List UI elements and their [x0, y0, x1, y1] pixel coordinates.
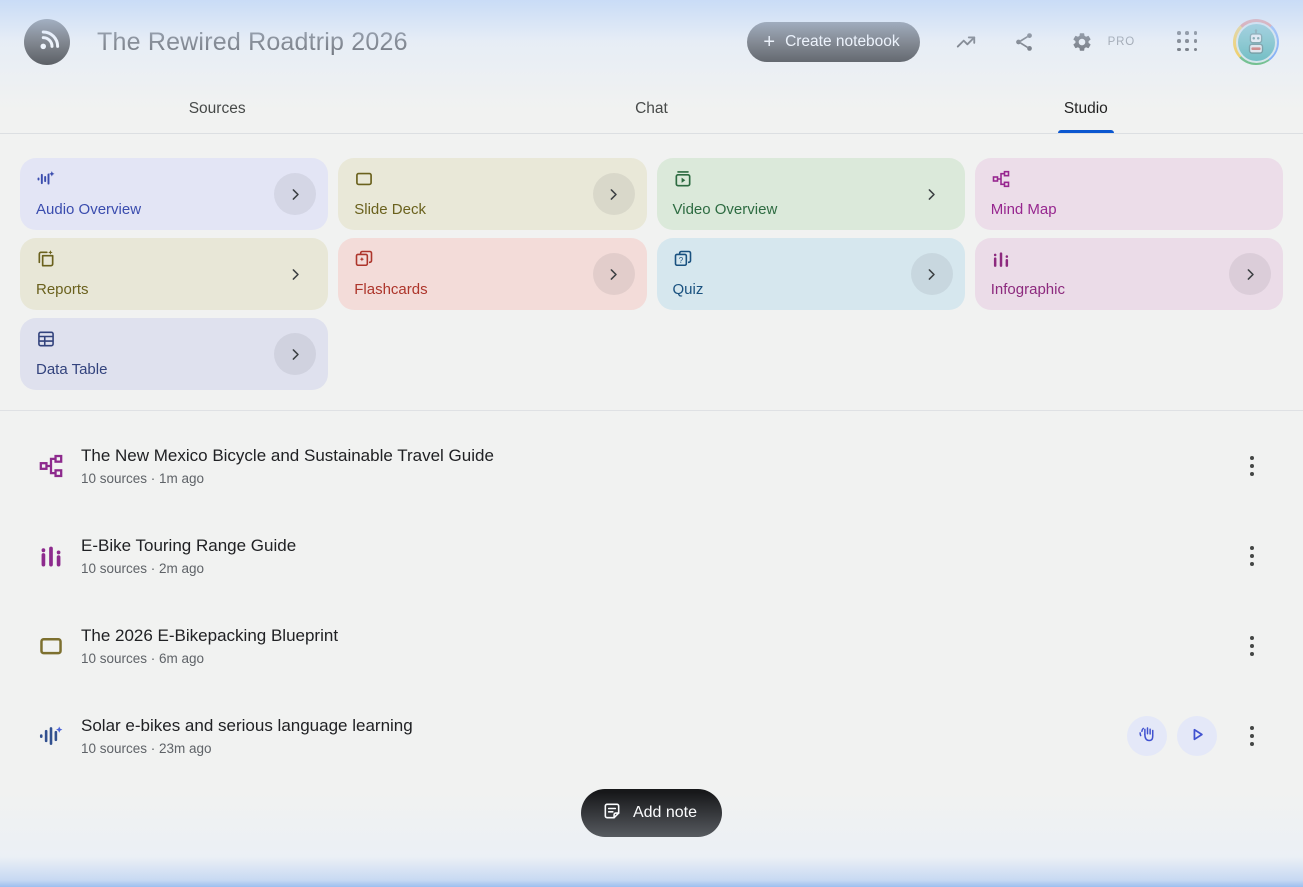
add-note-container: Add note [0, 789, 1303, 837]
chevron-right-icon[interactable] [592, 253, 635, 295]
header-actions: + Create notebook PRO [747, 19, 1279, 65]
infographic-icon [38, 543, 64, 569]
audio-overview-icon [36, 169, 312, 189]
logo-arcs-icon [40, 30, 60, 50]
card-label: Reports [36, 281, 89, 298]
card-label: Flashcards [354, 281, 428, 298]
tab-sources-label: Sources [188, 99, 246, 117]
tab-studio[interactable]: Studio [869, 84, 1303, 133]
mind-map-icon [991, 169, 1267, 189]
more-options-icon[interactable] [1239, 446, 1265, 486]
pro-badge: PRO [1107, 36, 1135, 48]
card-label: Audio Overview [36, 201, 142, 218]
slide-deck-icon [38, 633, 64, 659]
add-note-label: Add note [632, 804, 698, 821]
analytics-icon[interactable] [954, 30, 978, 54]
artifact-meta: 10 sources · 6m ago [81, 651, 205, 666]
card-label: Video Overview [672, 201, 778, 218]
plus-icon: + [763, 31, 776, 53]
artifact-actions [1227, 626, 1265, 666]
card-audio-overview[interactable]: Audio Overview [20, 158, 329, 230]
artifact-list: The New Mexico Bicycle and Sustainable T… [0, 421, 1303, 781]
card-reports[interactable]: Reports [20, 238, 329, 310]
artifact-actions [1127, 716, 1265, 756]
settings-icon[interactable] [1070, 30, 1094, 54]
add-note-button[interactable]: Add note [580, 789, 723, 837]
more-options-icon[interactable] [1239, 536, 1265, 576]
chevron-right-icon[interactable] [1229, 253, 1271, 295]
interactive-mode-button[interactable] [1127, 716, 1167, 756]
app-header: The Rewired Roadtrip 2026 + Create noteb… [0, 0, 1303, 84]
list-item[interactable]: The 2026 E-Bikepacking Blueprint 10 sour… [0, 601, 1303, 691]
notebooklm-logo[interactable] [24, 19, 70, 65]
tab-chat-label: Chat [635, 99, 668, 117]
chevron-right-icon[interactable] [910, 253, 953, 295]
data-table-icon [36, 329, 312, 349]
artifact-text: E-Bike Touring Range Guide 10 sources · … [81, 536, 296, 576]
quiz-icon: ? [673, 249, 949, 269]
slide-deck-icon [354, 169, 630, 189]
card-quiz[interactable]: ? Quiz [656, 238, 965, 310]
more-options-icon[interactable] [1239, 716, 1265, 756]
artifact-title[interactable]: Solar e-bikes and serious language learn… [81, 716, 413, 735]
notebook-title[interactable]: The Rewired Roadtrip 2026 [97, 27, 408, 56]
list-item[interactable]: The New Mexico Bicycle and Sustainable T… [0, 421, 1303, 511]
card-label: Data Table [36, 361, 108, 378]
studio-cards-grid: Audio Overview Slide Deck Video Overview [20, 158, 1283, 390]
artifact-title[interactable]: E-Bike Touring Range Guide [81, 536, 297, 555]
avatar-robot [1235, 21, 1277, 63]
svg-text:?: ? [678, 256, 683, 265]
tab-sources[interactable]: Sources [0, 84, 434, 133]
apps-grid-icon[interactable] [1177, 31, 1199, 53]
tab-chat[interactable]: Chat [434, 84, 868, 133]
more-options-icon[interactable] [1239, 626, 1265, 666]
studio-divider [0, 410, 1303, 411]
tab-bar: Sources Chat Studio [0, 84, 1303, 134]
video-overview-icon [673, 169, 949, 189]
card-video-overview[interactable]: Video Overview [656, 158, 965, 230]
artifact-actions [1227, 536, 1265, 576]
play-button[interactable] [1177, 716, 1217, 756]
audio-waveform-icon [38, 723, 64, 749]
artifact-meta: 10 sources · 2m ago [81, 561, 205, 576]
chevron-right-icon[interactable] [274, 253, 316, 295]
infographic-icon [991, 249, 1267, 269]
artifact-text: Solar e-bikes and serious language learn… [81, 716, 413, 756]
chevron-right-icon[interactable] [274, 333, 317, 375]
card-label: Quiz [672, 281, 704, 298]
tab-studio-label: Studio [1063, 99, 1108, 117]
active-tab-indicator [1057, 130, 1114, 133]
create-notebook-label: Create notebook [785, 33, 900, 50]
card-label: Mind Map [990, 201, 1057, 218]
create-notebook-button[interactable]: + Create notebook [747, 22, 920, 62]
artifact-actions [1227, 446, 1265, 486]
chevron-right-icon[interactable] [274, 173, 317, 215]
card-data-table[interactable]: Data Table [20, 318, 329, 390]
chevron-right-icon[interactable] [592, 173, 635, 215]
note-icon [602, 801, 622, 826]
flashcards-icon [354, 249, 630, 269]
mind-map-icon [38, 453, 64, 479]
artifact-text: The 2026 E-Bikepacking Blueprint 10 sour… [81, 626, 338, 666]
card-infographic[interactable]: Infographic [974, 238, 1283, 310]
artifact-title[interactable]: The New Mexico Bicycle and Sustainable T… [81, 446, 494, 465]
card-label: Slide Deck [354, 201, 426, 218]
artifact-title[interactable]: The 2026 E-Bikepacking Blueprint [81, 626, 339, 645]
artifact-meta: 10 sources · 23m ago [81, 741, 212, 756]
list-item[interactable]: E-Bike Touring Range Guide 10 sources · … [0, 511, 1303, 601]
artifact-meta: 10 sources · 1m ago [81, 471, 205, 486]
card-mind-map[interactable]: Mind Map [974, 158, 1283, 230]
chevron-right-icon[interactable] [911, 173, 953, 215]
reports-icon [36, 249, 312, 269]
card-label: Infographic [990, 281, 1065, 298]
wave-hand-icon [1137, 724, 1158, 748]
card-slide-deck[interactable]: Slide Deck [338, 158, 647, 230]
avatar[interactable] [1233, 19, 1279, 65]
list-item[interactable]: Solar e-bikes and serious language learn… [0, 691, 1303, 781]
share-icon[interactable] [1012, 30, 1036, 54]
play-icon [1187, 724, 1208, 748]
card-flashcards[interactable]: Flashcards [338, 238, 647, 310]
artifact-text: The New Mexico Bicycle and Sustainable T… [81, 446, 494, 486]
